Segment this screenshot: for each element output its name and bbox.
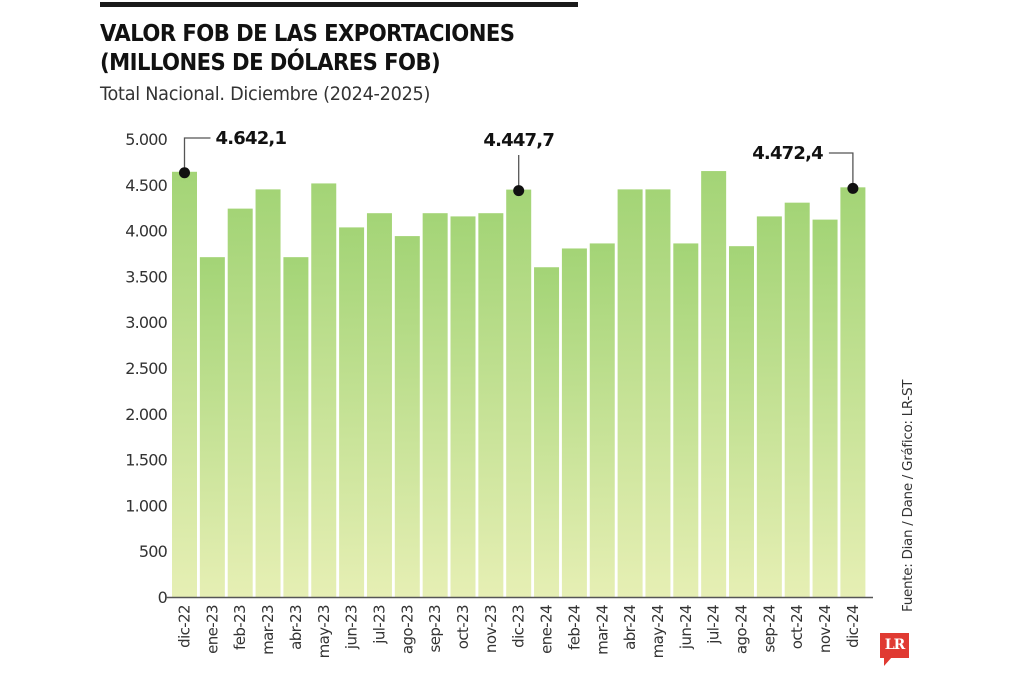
lr-logo-tail bbox=[884, 657, 892, 666]
x-tick-label: nov-24 bbox=[816, 605, 834, 653]
bar-dic-22 bbox=[172, 171, 197, 598]
y-tick-label: 500 bbox=[139, 542, 168, 561]
title-rule bbox=[100, 2, 578, 7]
bar-sep-24 bbox=[756, 216, 782, 598]
bar-ene-23 bbox=[199, 257, 225, 597]
bar-abr-24 bbox=[617, 189, 643, 597]
bar-dic-24 bbox=[840, 187, 866, 597]
y-tick-label: 1.000 bbox=[125, 496, 167, 515]
chart-subtitle: Total Nacional. Diciembre (2024-2025) bbox=[100, 83, 431, 105]
annotation-leader-line bbox=[183, 137, 211, 173]
annotation-marker bbox=[179, 167, 190, 179]
x-tick-label: jul-24 bbox=[705, 605, 723, 645]
bar-sep-23 bbox=[422, 213, 448, 598]
x-tick-label: ene-24 bbox=[538, 605, 556, 654]
bar-abr-23 bbox=[283, 257, 309, 597]
y-tick-label: 1.500 bbox=[125, 451, 167, 470]
chart-title-line-2: (MILLONES DE DÓLARES FOB) bbox=[100, 50, 441, 76]
annotation-leader-line bbox=[828, 152, 854, 189]
x-tick-label: dic-24 bbox=[844, 605, 862, 648]
y-tick-label: 2.000 bbox=[125, 405, 167, 424]
bar-nov-23 bbox=[478, 213, 504, 598]
x-tick-label: ago-23 bbox=[398, 605, 416, 654]
annotation-label: 4.447,7 bbox=[483, 130, 554, 151]
x-tick-label: feb-23 bbox=[231, 605, 249, 650]
annotations: 4.642,1 4.447,7 4.472,4 bbox=[179, 128, 859, 197]
y-axis: 0 500 1.000 1.500 2.000 2.500 3.000 3.500 4.000 4… bbox=[125, 130, 168, 607]
x-tick-label: may-24 bbox=[649, 605, 667, 658]
x-tick-label: may-23 bbox=[315, 605, 333, 658]
x-tick-label: jul-23 bbox=[370, 605, 388, 645]
bar-mar-23 bbox=[255, 189, 281, 597]
x-tick-label: abr-23 bbox=[287, 605, 305, 650]
bar-jun-23 bbox=[339, 227, 365, 598]
bar-jun-24 bbox=[673, 243, 699, 597]
x-tick-label: ene-23 bbox=[203, 605, 221, 654]
x-tick-label: feb-24 bbox=[565, 605, 583, 650]
bar-oct-24 bbox=[784, 202, 810, 598]
y-tick-label: 3.500 bbox=[125, 267, 167, 286]
x-tick-label: mar-23 bbox=[259, 605, 277, 655]
annotation-marker bbox=[513, 185, 525, 197]
x-tick-label: nov-23 bbox=[482, 605, 500, 653]
bar-mar-24 bbox=[589, 243, 615, 597]
bar-may-24 bbox=[645, 189, 671, 597]
chart-title: VALOR FOB DE LAS EXPORTACIONES (MILLONES… bbox=[100, 20, 515, 78]
bar-oct-23 bbox=[450, 216, 476, 598]
x-tick-label: mar-24 bbox=[593, 605, 611, 655]
x-tick-label: dic-22 bbox=[176, 605, 194, 648]
y-tick-label: 5.000 bbox=[125, 130, 167, 149]
bar-jul-24 bbox=[701, 171, 727, 597]
y-tick-label: 4.500 bbox=[125, 176, 167, 195]
x-tick-label: abr-24 bbox=[621, 605, 639, 650]
bar-nov-24 bbox=[812, 219, 838, 597]
x-tick-label: dic-23 bbox=[510, 605, 528, 648]
y-tick-label: 4.000 bbox=[125, 222, 167, 241]
annotation-label: 4.642,1 bbox=[216, 128, 287, 149]
x-tick-label: sep-24 bbox=[760, 605, 778, 653]
x-axis: dic-22 ene-23 feb-23 mar-23 abr-23 may-23 jun-… bbox=[176, 605, 862, 658]
chart-title-line-1: VALOR FOB DE LAS EXPORTACIONES bbox=[100, 21, 515, 47]
bar-jul-23 bbox=[366, 213, 392, 598]
source-note: Fuente: Dian / Dane / Gráfico: LR-ST bbox=[900, 379, 916, 612]
bar-dic-23 bbox=[506, 189, 532, 597]
bar-ene-24 bbox=[534, 267, 560, 597]
annotation-marker bbox=[847, 182, 859, 194]
bars bbox=[172, 171, 866, 598]
y-tick-label: 3.000 bbox=[125, 313, 167, 332]
bar-ago-24 bbox=[729, 246, 754, 597]
bar-feb-24 bbox=[561, 248, 587, 597]
y-tick-label: 2.500 bbox=[125, 359, 167, 378]
x-tick-label: ago-24 bbox=[733, 605, 751, 654]
bar-ago-23 bbox=[394, 236, 420, 597]
y-tick-label: 0 bbox=[158, 588, 168, 607]
x-tick-label: sep-23 bbox=[426, 605, 444, 653]
annotation-label: 4.472,4 bbox=[752, 143, 823, 164]
x-tick-label: oct-23 bbox=[454, 605, 472, 649]
bar-feb-23 bbox=[227, 208, 253, 597]
x-tick-label: oct-24 bbox=[788, 605, 806, 649]
x-tick-label: jun-23 bbox=[343, 605, 361, 650]
x-tick-label: jun-24 bbox=[677, 605, 695, 650]
bar-may-23 bbox=[311, 183, 337, 597]
lr-logo: LR bbox=[880, 633, 909, 658]
